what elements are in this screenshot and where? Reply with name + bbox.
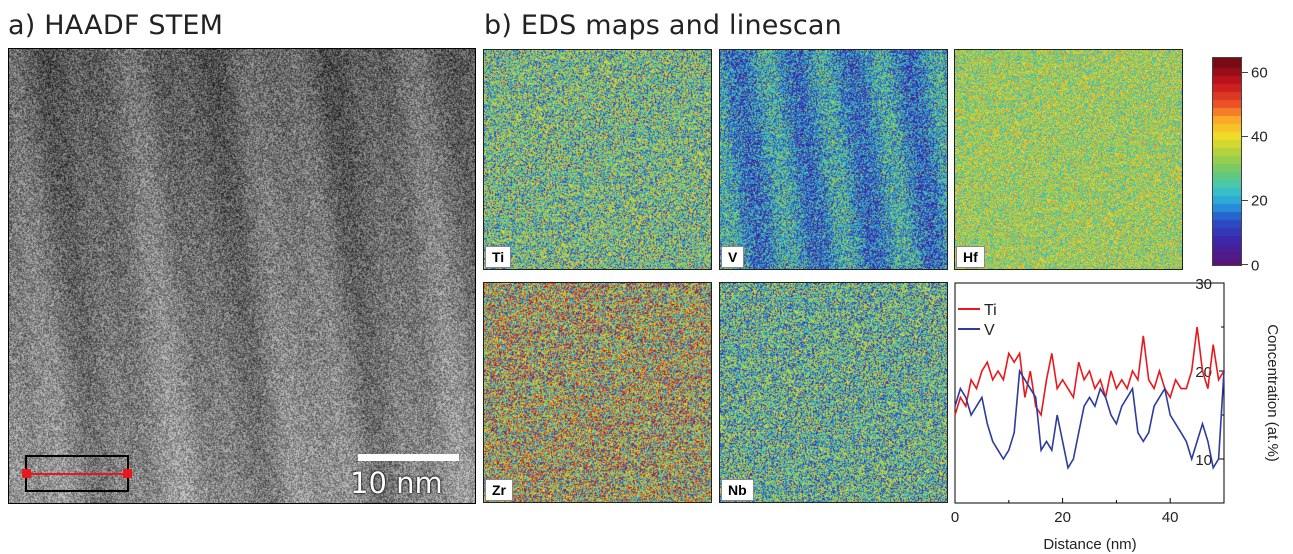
y-axis-label: Concentration (at.%) [1264,324,1281,462]
eds-map-ti: Ti [483,49,712,270]
x-tick-label: 0 [951,509,959,526]
plot-frame [954,282,1225,504]
linescan-start-marker [22,469,31,478]
series-line-v [954,368,1225,470]
map-label-zr: Zr [485,479,513,501]
map-label-hf: Hf [956,246,985,268]
eds-map-v: V [719,49,948,270]
x-axis-label: Distance (nm) [1043,536,1136,553]
y-tick-label: 10 [1195,452,1212,469]
legend-label-ti: Ti [984,302,997,319]
colorbar-tick-label: 20 [1251,192,1268,210]
colorbar-tick [1242,136,1248,137]
eds-map-nb: Nb [719,282,948,503]
panel-b-title: b) EDS maps and linescan [484,10,842,41]
haadf-stem-image [8,48,476,504]
eds-map-hf: Hf [954,49,1183,270]
colorbar-tick [1242,200,1248,201]
colorbar-tick [1242,72,1248,73]
colorbar-tick-label: 0 [1251,257,1260,275]
map-label-v: V [721,246,745,268]
x-tick-label: 40 [1162,509,1179,526]
colorbar [1212,57,1242,266]
legend-label-v: V [984,322,995,339]
map-label-ti: Ti [485,246,512,268]
colorbar-tick-label: 40 [1251,128,1268,146]
linescan-line [27,473,128,475]
scale-bar-label: 10 nm [350,466,443,500]
panel-a-title: a) HAADF STEM [8,10,224,41]
colorbar-tick [1242,264,1248,265]
series-line-ti [954,326,1225,418]
linescan-end-marker [123,469,132,478]
scale-bar [358,454,459,461]
colorbar-tick-label: 60 [1251,64,1268,82]
y-tick-label: 30 [1195,276,1212,293]
map-label-nb: Nb [721,479,754,501]
x-tick-label: 20 [1054,509,1071,526]
eds-map-zr: Zr [483,282,712,503]
